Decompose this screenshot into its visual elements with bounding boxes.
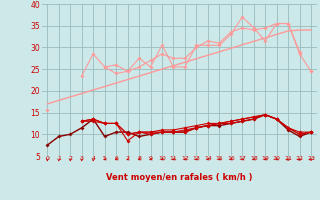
X-axis label: Vent moyen/en rafales ( km/h ): Vent moyen/en rafales ( km/h ) xyxy=(106,174,252,183)
